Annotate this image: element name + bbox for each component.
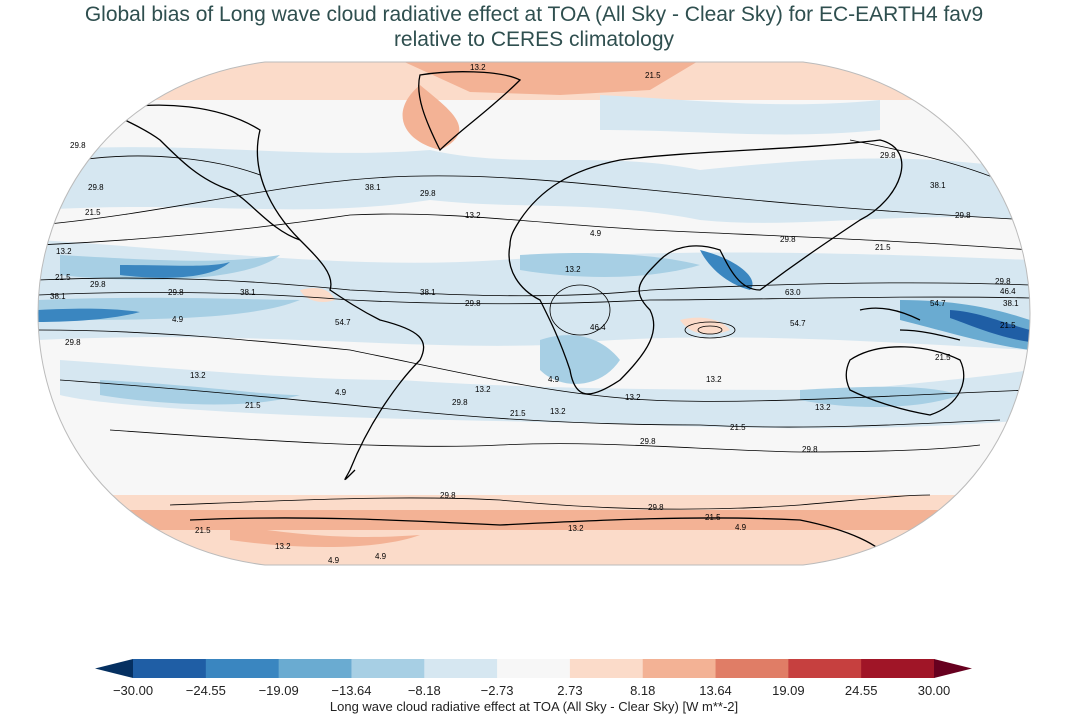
contour-label: 4.9 [335, 388, 347, 397]
contour-label: 54.7 [335, 318, 351, 327]
contour-label: 29.8 [802, 445, 818, 454]
contour-label: 29.8 [648, 503, 664, 512]
contour-label: 29.8 [90, 280, 106, 289]
contour-label: 29.8 [168, 288, 184, 297]
colorbar-tick-label: 13.64 [699, 683, 732, 698]
contour-label: 21.5 [645, 71, 661, 80]
contour-label: 54.7 [930, 299, 946, 308]
contour-label: 13.2 [565, 265, 581, 274]
colorbar-under-arrow [95, 659, 133, 678]
contour-label: 29.8 [88, 183, 104, 192]
colorbar-segment [642, 659, 717, 678]
contour-label: 21.5 [85, 208, 101, 217]
colorbar-tick-label: −2.73 [480, 683, 514, 698]
contour-label: 29.8 [780, 235, 796, 244]
colorbar-tick-label: −24.55 [185, 683, 226, 698]
contour-label: 4.9 [328, 556, 340, 565]
contour-label: 4.9 [735, 523, 747, 532]
contour-label: 13.2 [568, 524, 584, 533]
contour-label: 13.2 [465, 211, 481, 220]
title-line-1: Global bias of Long wave cloud radiative… [84, 3, 984, 26]
contour-label: 4.9 [172, 315, 184, 324]
contour-label: 21.5 [935, 353, 951, 362]
contour-label: 13.2 [470, 63, 486, 72]
colorbar-segment [788, 659, 862, 678]
contour-label: 38.1 [365, 183, 381, 192]
contour-label: 29.8 [880, 151, 896, 160]
contour-label: 13.2 [475, 385, 491, 394]
colorbar-tick-label: −19.09 [258, 683, 299, 698]
contour-label: 29.8 [440, 491, 456, 500]
contour-label: 54.7 [790, 319, 806, 328]
colorbar-label: Long wave cloud radiative effect at TOA … [329, 699, 739, 714]
colorbar-tick-label: 19.09 [772, 683, 805, 698]
contour-label: 38.1 [1003, 299, 1019, 308]
contour-label: 13.2 [706, 375, 722, 384]
contour-label: 29.8 [640, 437, 656, 446]
contour-label: 13.2 [275, 542, 291, 551]
colorbar-segment [133, 659, 207, 678]
contour-label: 29.8 [452, 398, 468, 407]
colorbar-segment [715, 659, 789, 678]
colorbar-over-arrow [934, 659, 972, 678]
contour-label: 29.8 [955, 211, 971, 220]
contour-label: 46.4 [1000, 287, 1016, 296]
colorbar-segment [205, 659, 280, 678]
contour-label: 4.9 [590, 229, 602, 238]
colorbar-segment [351, 659, 425, 678]
contour-label: 38.1 [930, 181, 946, 190]
contour-label: 38.1 [50, 292, 66, 301]
colorbar-segment [861, 659, 935, 678]
map-field [38, 62, 1030, 565]
colorbar-tick-label: −30.00 [112, 683, 154, 698]
contour-label: 38.1 [240, 288, 256, 297]
contour-label: 21.5 [875, 243, 891, 252]
contour-label: 63.0 [785, 288, 801, 297]
plot-title: Global bias of Long wave cloud radiative… [0, 2, 1068, 52]
contour-label: 21.5 [55, 273, 71, 282]
contour-label: 29.8 [995, 277, 1011, 286]
colorbar-tick-label: 24.55 [844, 683, 878, 698]
bias-map: 13.2 21.5 29.8 29.8 38.1 38.1 29.8 21.5 … [37, 61, 1031, 566]
contour-label: 38.1 [420, 288, 436, 297]
coastlines [109, 71, 965, 561]
map-boundary [37, 61, 1031, 566]
contour-label: 13.2 [550, 407, 566, 416]
contour-label: 13.2 [625, 393, 641, 402]
contour-label: 13.2 [815, 403, 831, 412]
contour-lines [38, 139, 1030, 510]
colorbar-segment [278, 659, 352, 678]
contour-label: 46.4 [590, 323, 606, 332]
contour-label: 13.2 [190, 371, 206, 380]
colorbar-tick-label: −13.64 [331, 683, 372, 698]
contour-label: 29.8 [420, 189, 436, 198]
contour-labels: 13.2 21.5 29.8 29.8 38.1 38.1 29.8 21.5 … [50, 63, 1019, 565]
colorbar-tick-label: 8.18 [630, 683, 656, 698]
contour-label: 4.9 [548, 375, 560, 384]
contour-label: 29.8 [70, 141, 86, 150]
colorbar-segment [497, 659, 571, 678]
contour-label: 21.5 [730, 423, 746, 432]
colorbar-tick-label: 2.73 [557, 683, 583, 698]
title-line-2: relative to CERES climatology [393, 28, 675, 51]
contour-label: 21.5 [510, 409, 526, 418]
contour-label: 29.8 [65, 338, 81, 347]
contour-label: 21.5 [1000, 321, 1016, 330]
contour-label: 21.5 [245, 401, 261, 410]
colorbar-tick-label: −8.18 [407, 683, 441, 698]
contour-label: 21.5 [705, 513, 721, 522]
colorbar-tick-label: 30.00 [917, 683, 951, 698]
colorbar-segment [424, 659, 498, 678]
contour-label: 13.2 [56, 247, 72, 256]
contour-label: 29.8 [465, 299, 481, 308]
colorbar-segment [569, 659, 644, 678]
contour-label: 4.9 [375, 552, 387, 561]
contour-label: 21.5 [195, 526, 211, 535]
